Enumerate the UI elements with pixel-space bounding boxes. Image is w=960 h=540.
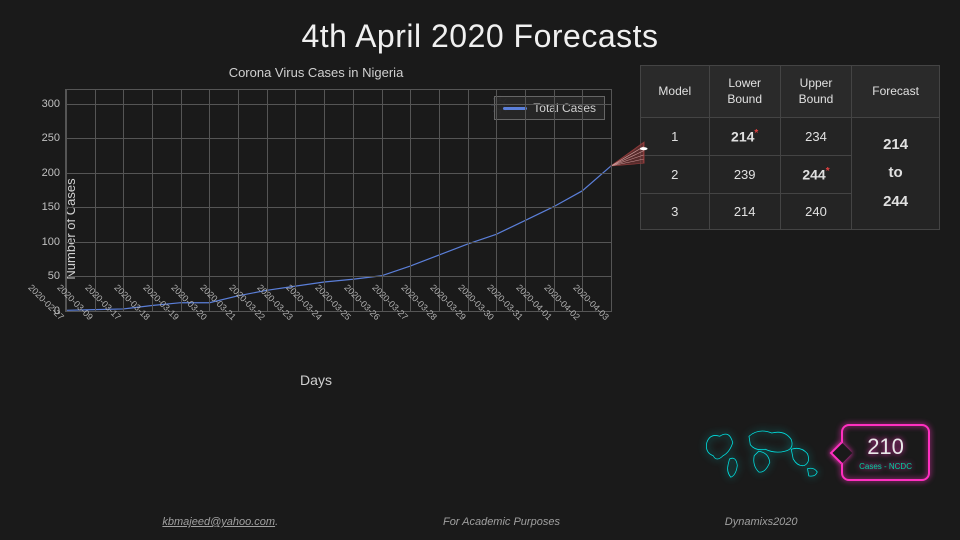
table-row: 1214*234214to244 (641, 118, 940, 156)
gridline-v (181, 90, 182, 311)
footer-note: For Academic Purposes (443, 516, 560, 528)
page-title: 4th April 2020 Forecasts (0, 0, 960, 55)
table-header: Forecast (852, 66, 940, 118)
chart-legend: Total Cases (494, 96, 605, 120)
footer: kbmajeed@yahoo.com. For Academic Purpose… (0, 516, 960, 528)
gridline-v (123, 90, 124, 311)
gridline-v (554, 90, 555, 311)
chart-area: Number of Cases Total Cases 050100150200… (10, 84, 622, 374)
cell-upper: 240 (780, 193, 851, 229)
table-header: LowerBound (709, 66, 780, 118)
gridline-v (267, 90, 268, 311)
table-header: Model (641, 66, 710, 118)
gridline-v (468, 90, 469, 311)
world-map-icon (697, 420, 827, 485)
case-count-value: 210 (859, 434, 912, 460)
gridline-h (66, 104, 611, 105)
cell-upper: 244* (780, 155, 851, 193)
cell-forecast: 214to244 (852, 118, 940, 229)
main-content: Corona Virus Cases in Nigeria Number of … (0, 55, 960, 388)
cell-upper: 234 (780, 118, 851, 156)
gridline-v (152, 90, 153, 311)
ytick-label: 200 (42, 167, 66, 179)
x-axis-label: Days (10, 372, 622, 388)
gridline-v (209, 90, 210, 311)
table-header: UpperBound (780, 66, 851, 118)
ytick-label: 100 (42, 236, 66, 248)
gridline-v (66, 90, 67, 311)
gridline-v (95, 90, 96, 311)
cell-lower: 214 (709, 193, 780, 229)
gridline-v (439, 90, 440, 311)
gridline-v (611, 90, 612, 311)
ytick-label: 300 (42, 98, 66, 110)
case-count-source: Cases - NCDC (859, 462, 912, 471)
gridline-v (525, 90, 526, 311)
cell-model: 1 (641, 118, 710, 156)
bottom-widgets: 210 Cases - NCDC (697, 420, 930, 485)
gridline-v (496, 90, 497, 311)
gridline-v (353, 90, 354, 311)
gridline-v (410, 90, 411, 311)
gridline-v (382, 90, 383, 311)
cell-model: 3 (641, 193, 710, 229)
gridline-v (582, 90, 583, 311)
ytick-label: 250 (42, 132, 66, 144)
gridline-v (324, 90, 325, 311)
gridline-v (295, 90, 296, 311)
ytick-label: 150 (42, 201, 66, 213)
cell-lower: 214* (709, 118, 780, 156)
gridline-h (66, 173, 611, 174)
forecast-table-container: ModelLowerBoundUpperBoundForecast1214*23… (640, 65, 940, 388)
gridline-h (66, 276, 611, 277)
gridline-h (66, 138, 611, 139)
gridline-v (238, 90, 239, 311)
gridline-h (66, 242, 611, 243)
case-count-tag: 210 Cases - NCDC (841, 424, 930, 481)
cell-lower: 239 (709, 155, 780, 193)
footer-brand: Dynamixs2020 (725, 516, 798, 528)
chart-container: Corona Virus Cases in Nigeria Number of … (10, 65, 622, 388)
chart-title: Corona Virus Cases in Nigeria (10, 65, 622, 80)
line-series (66, 90, 611, 311)
footer-email-link[interactable]: kbmajeed@yahoo.com (162, 516, 275, 528)
forecast-table: ModelLowerBoundUpperBoundForecast1214*23… (640, 65, 940, 230)
cell-model: 2 (641, 155, 710, 193)
ytick-label: 50 (48, 270, 66, 282)
legend-swatch (503, 107, 527, 110)
gridline-h (66, 207, 611, 208)
plot-region: Total Cases 0501001502002503002020-02-27… (65, 89, 612, 312)
